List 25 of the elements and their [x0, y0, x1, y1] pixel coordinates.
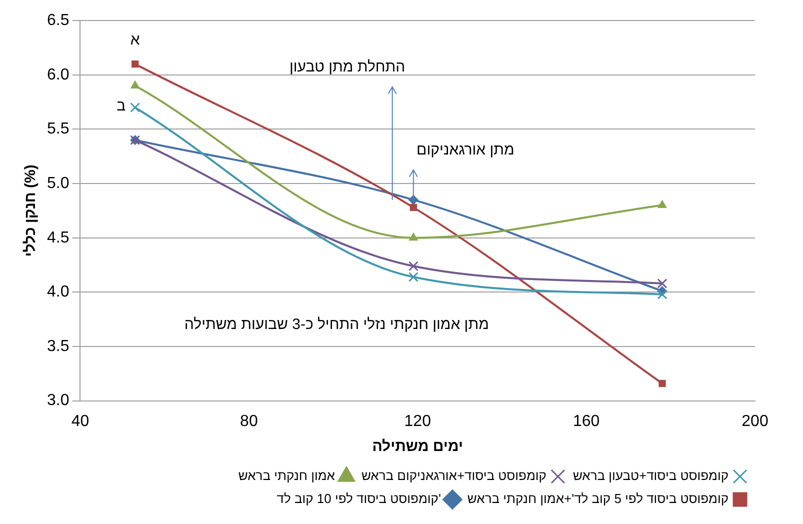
legend-label: קומפוסט ביסוד+אורגאניקום בראש: [361, 468, 546, 484]
annotation: א: [130, 32, 140, 49]
legend-label: קומפוסט ביסוד לפי 10 קוב לד': [276, 491, 441, 506]
x-tick-label: 120: [404, 412, 432, 430]
x-axis-title: ימים משתילה: [372, 438, 464, 456]
legend-label: קומפוסט ביסוד+טבעון בראש: [572, 468, 728, 484]
x-tick-label: 160: [572, 412, 600, 430]
y-tick-label: 4.5: [46, 229, 70, 246]
y-tick-label: 5.5: [46, 120, 70, 138]
x-tick-label: 80: [240, 412, 258, 430]
annotation: מתן אורגאניקום: [416, 141, 514, 158]
y-tick-label: 4.0: [46, 284, 70, 301]
legend-label: קומפוסט ביסוד לפי 5 קוב לד'+אמון חנקתי בראש: [467, 491, 728, 506]
y-tick-label: 5.0: [46, 174, 70, 192]
y-tick-label: 3.5: [46, 338, 70, 355]
y-tick-label: 6.0: [46, 66, 70, 84]
y-tick-label: 3.0: [46, 392, 70, 410]
y-axis-title: חנקן כללי (%): [22, 164, 40, 257]
y-tick-label: 6.5: [46, 12, 70, 30]
annotation: מתן אמון חנקתי נזלי התחיל כ-3 שבועות משתילה: [184, 316, 489, 333]
x-tick-label: 40: [71, 412, 90, 430]
legend-label: אמון חנקתי בראש: [238, 468, 335, 484]
annotation: התחלת מתן טבעון: [289, 58, 406, 76]
x-tick-label: 200: [742, 412, 768, 430]
annotation: ב: [116, 98, 126, 115]
